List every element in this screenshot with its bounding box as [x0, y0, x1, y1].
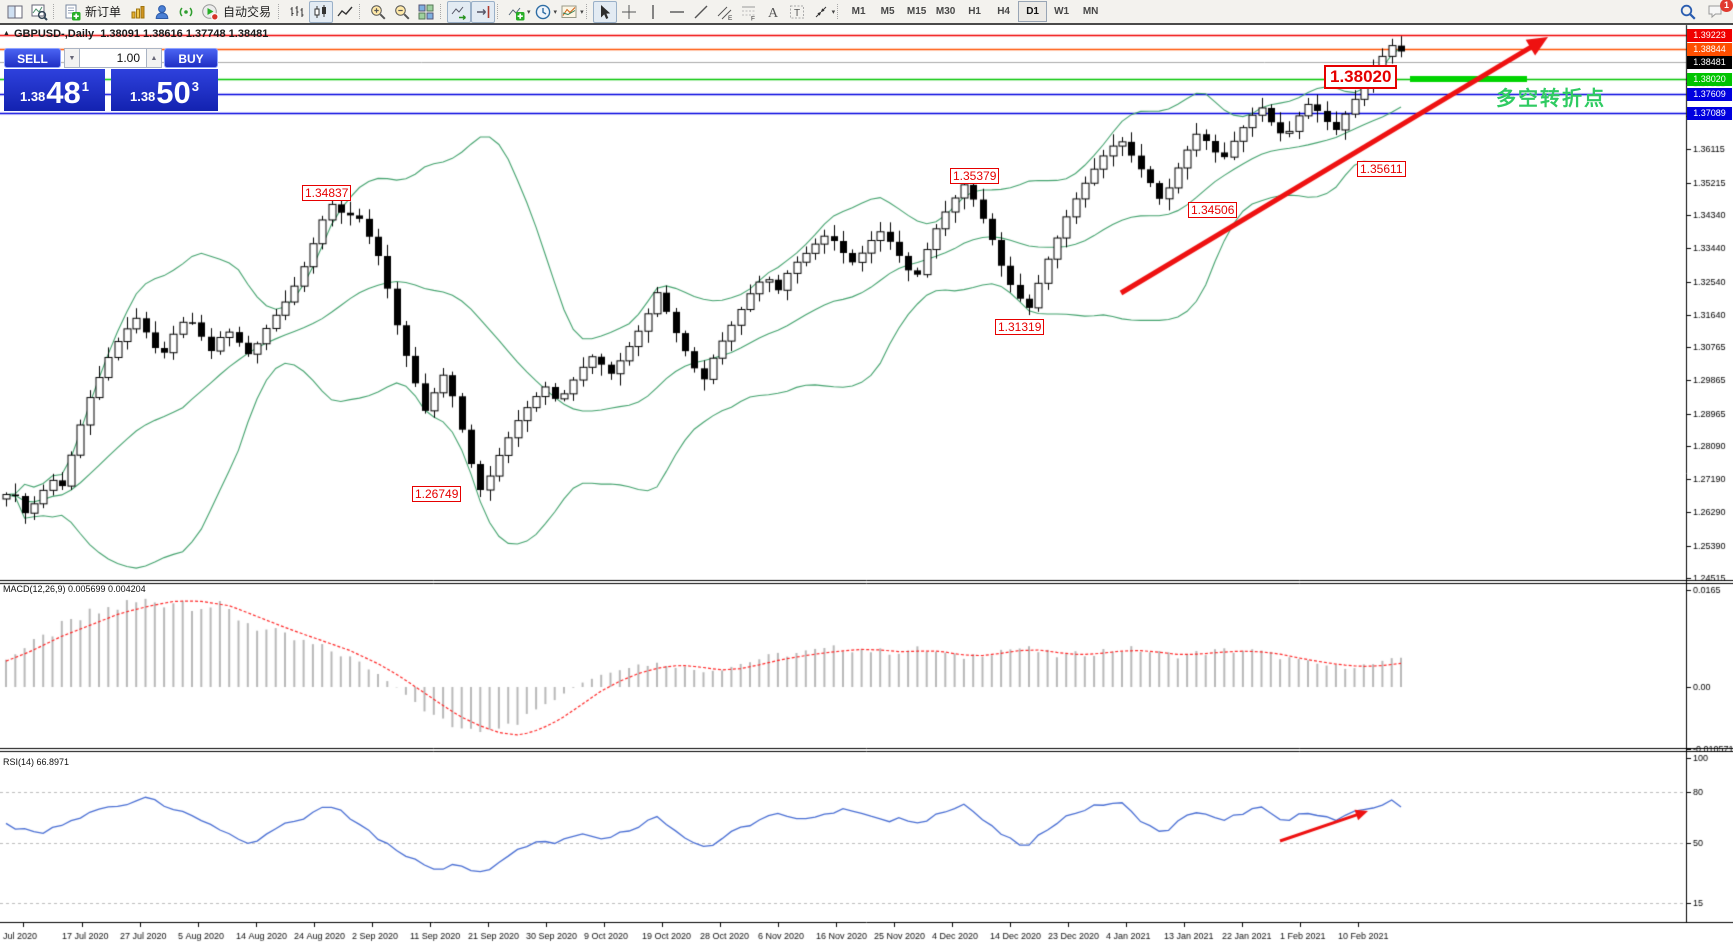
- price-annotation-1.38020[interactable]: 1.38020: [1324, 65, 1398, 89]
- price-annotation-1.34506[interactable]: 1.34506: [1188, 202, 1238, 218]
- text-icon[interactable]: A: [761, 1, 785, 23]
- toolbar-separator: [837, 4, 842, 19]
- price-axis-label-1.38020: 1.38020: [1687, 73, 1732, 86]
- timeframe-m5-button[interactable]: M5: [880, 6, 895, 17]
- volume-decrease-button[interactable]: ▼: [64, 48, 80, 68]
- buy-button[interactable]: BUY: [164, 48, 218, 68]
- fibonacci-icon[interactable]: F: [737, 1, 761, 23]
- price-annotation-1.34837[interactable]: 1.34837: [302, 185, 352, 201]
- new-order-icon[interactable]: [60, 1, 84, 23]
- trendline-icon[interactable]: [689, 1, 713, 23]
- arrows-icon[interactable]: [809, 1, 833, 23]
- timeframe-d1-button[interactable]: D1: [1018, 1, 1048, 22]
- add-indicator-dropdown-icon[interactable]: ▾: [527, 8, 531, 16]
- bar-chart-icon[interactable]: [285, 1, 309, 23]
- volume-stepper: ▼ 1.00 ▲: [64, 48, 162, 68]
- notification-badge: 1: [1720, 0, 1733, 12]
- volume-increase-button[interactable]: ▲: [146, 48, 162, 68]
- buy-price-small: 1.38: [129, 89, 156, 104]
- line-chart-icon[interactable]: [333, 1, 357, 23]
- timeframe-m30-button[interactable]: M30: [935, 6, 956, 17]
- rsi-label: RSI(14) 66.8971: [3, 757, 70, 767]
- timeframe-h4-button[interactable]: H4: [997, 6, 1010, 17]
- toolbar-separator: [440, 4, 445, 19]
- buy-price-sup: 3: [191, 79, 200, 94]
- crosshair-icon[interactable]: [617, 1, 641, 23]
- horizontal-line-icon[interactable]: [665, 1, 689, 23]
- zoom-in-icon[interactable]: [366, 1, 390, 23]
- channel-icon[interactable]: E: [713, 1, 737, 23]
- chart-symbol-period: GBPUSD-,Daily: [14, 28, 95, 40]
- periods-icon[interactable]: [531, 1, 555, 23]
- price-annotation-1.31319[interactable]: 1.31319: [995, 319, 1045, 335]
- toolbar-separator: [53, 4, 58, 19]
- auto-scroll-icon[interactable]: [447, 0, 472, 23]
- chart-shift-icon[interactable]: [471, 0, 496, 23]
- signals-icon[interactable]: [174, 1, 198, 23]
- templates-icon[interactable]: [557, 1, 581, 23]
- candlestick-chart-icon[interactable]: [309, 0, 334, 23]
- toolbar-separator: [278, 4, 283, 19]
- timeframe-mn-button[interactable]: MN: [1082, 6, 1099, 17]
- add-indicator-icon[interactable]: [504, 1, 528, 23]
- arrows-dropdown-icon[interactable]: ▾: [831, 8, 836, 16]
- svg-text:E: E: [728, 15, 733, 21]
- sell-price-big: 48: [46, 75, 81, 110]
- text-label-icon[interactable]: T: [785, 1, 809, 23]
- autotrade-icon[interactable]: [198, 1, 222, 23]
- price-axis-label-1.37089: 1.37089: [1687, 107, 1732, 120]
- volume-input[interactable]: 1.00: [80, 48, 146, 68]
- price-axis-label-1.37609: 1.37609: [1687, 88, 1732, 101]
- macd-label: MACD(12,26,9) 0.005699 0.004204: [3, 584, 146, 594]
- buy-price-big: 50: [156, 75, 191, 110]
- new-order-label[interactable]: 新订单: [85, 5, 122, 19]
- buy-price-box[interactable]: 1.38 50 3: [111, 69, 218, 111]
- timeframe-m1-button[interactable]: M1: [851, 6, 866, 17]
- svg-text:F: F: [751, 15, 755, 21]
- sell-price-box[interactable]: 1.38 48 1: [4, 69, 105, 111]
- collapse-marker-icon[interactable]: ▲: [3, 30, 10, 37]
- search-icon[interactable]: [1676, 1, 1700, 23]
- price-annotation-1.35379[interactable]: 1.35379: [950, 168, 1000, 184]
- main-toolbar: 新订单 自动交易 ▾ ▾ ▾ E F A T ▾ M1 M5 M15 M30 H1 H4 D1 W1 MN 1: [0, 0, 1733, 25]
- periods-dropdown-icon[interactable]: ▾: [553, 8, 558, 16]
- timeframe-h1-button[interactable]: H1: [968, 6, 981, 17]
- autotrade-label[interactable]: 自动交易: [223, 5, 272, 19]
- price-axis-label-1.39223: 1.39223: [1687, 29, 1732, 42]
- profile-preview-icon[interactable]: [27, 1, 51, 23]
- sell-price-small: 1.38: [19, 89, 46, 104]
- chart-ohlc: 1.38091 1.38616 1.37748 1.38481: [100, 28, 269, 40]
- price-axis-label-1.38481: 1.38481: [1687, 56, 1732, 69]
- price-annotation-1.26749[interactable]: 1.26749: [412, 486, 462, 502]
- price-annotation-1.35611[interactable]: 1.35611: [1357, 161, 1406, 177]
- charts-grid-icon[interactable]: [3, 1, 27, 23]
- cursor-icon[interactable]: [592, 0, 617, 23]
- templates-dropdown-icon[interactable]: ▾: [580, 8, 584, 16]
- tile-windows-icon[interactable]: [414, 1, 438, 23]
- vertical-line-icon[interactable]: [641, 1, 665, 23]
- toolbar-separator: [585, 4, 591, 19]
- notifications-icon[interactable]: 1: [1706, 0, 1733, 22]
- sell-price-sup: 1: [81, 79, 90, 94]
- timeframe-w1-button[interactable]: W1: [1054, 6, 1070, 17]
- toolbar-separator: [359, 4, 364, 19]
- turning-point-note[interactable]: 多空转折点: [1496, 88, 1606, 110]
- indicators-list-icon[interactable]: [126, 1, 150, 23]
- zoom-out-icon[interactable]: [390, 1, 414, 23]
- chart-title: GBPUSD-,Daily 1.38091 1.38616 1.37748 1.…: [14, 28, 268, 40]
- price-axis-label-1.38844: 1.38844: [1687, 43, 1732, 56]
- accounts-icon[interactable]: [150, 1, 174, 23]
- timeframe-m15-button[interactable]: M15: [906, 6, 927, 17]
- one-click-trading-panel: SELL ▼ 1.00 ▲ BUY 1.38 48 1 1.38 50 3: [4, 48, 218, 111]
- toolbar-separator: [497, 4, 502, 19]
- svg-text:T: T: [794, 8, 800, 19]
- sell-button[interactable]: SELL: [4, 48, 61, 68]
- svg-text:A: A: [768, 6, 779, 21]
